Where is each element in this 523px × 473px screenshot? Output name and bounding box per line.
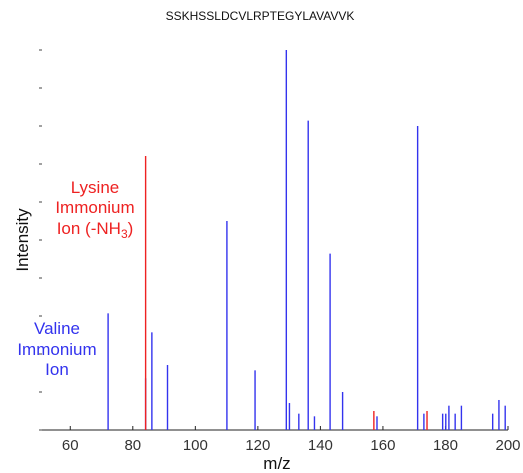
lysine-annotation-subscript: 3 xyxy=(121,227,128,241)
axes: 60 80 100 120 140 160 180 200 xyxy=(39,49,521,454)
lysine-annotation: Lysine Immonium Ion (-NH3) xyxy=(55,178,134,241)
valine-annotation-line-2: Immonium xyxy=(17,340,96,359)
x-tick-label: 140 xyxy=(308,437,333,454)
x-tick-label: 120 xyxy=(245,437,270,454)
x-tick-label: 60 xyxy=(62,437,79,454)
x-axis-label: m/z xyxy=(263,454,290,473)
valine-annotation-line-1: Valine xyxy=(34,319,80,338)
lysine-annotation-line-1: Lysine xyxy=(71,178,120,197)
spectrum-peaks xyxy=(107,50,506,430)
y-axis-label: Intensity xyxy=(13,208,32,272)
x-tick-label: 80 xyxy=(124,437,141,454)
valine-annotation-line-3: Ion xyxy=(45,360,69,379)
x-tick-label: 100 xyxy=(183,437,208,454)
valine-annotation: Valine Immonium Ion xyxy=(17,319,96,379)
lysine-annotation-close: ) xyxy=(128,219,134,238)
x-tick-label: 160 xyxy=(370,437,395,454)
x-tick-label: 180 xyxy=(433,437,458,454)
lysine-annotation-line-3: Ion (-NH3) xyxy=(57,219,134,241)
x-tick-label: 200 xyxy=(495,437,520,454)
lysine-annotation-line-2: Immonium xyxy=(55,198,134,217)
chart-title: SSKHSSLDCVLRPTEGYLAVAVVK xyxy=(166,9,355,23)
lysine-annotation-line-3-main: Ion (-NH xyxy=(57,219,121,238)
